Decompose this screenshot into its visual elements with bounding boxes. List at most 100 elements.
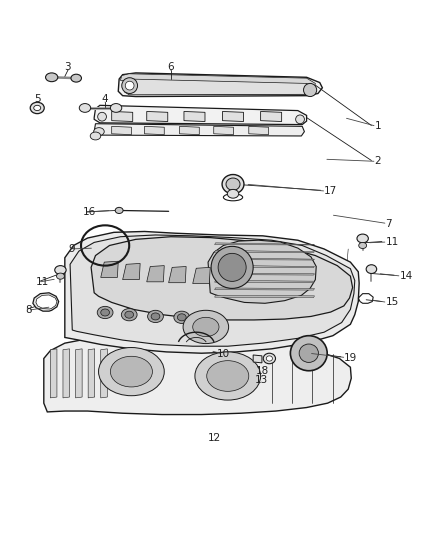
Polygon shape [63,349,70,398]
Ellipse shape [357,234,368,243]
Ellipse shape [148,310,163,322]
Ellipse shape [79,103,91,112]
Polygon shape [215,295,314,297]
Polygon shape [193,268,210,284]
Polygon shape [94,124,304,136]
Polygon shape [120,74,315,87]
Polygon shape [215,288,314,290]
Text: 12: 12 [208,433,221,443]
Polygon shape [70,235,355,346]
Text: 16: 16 [82,207,95,217]
Polygon shape [215,265,314,268]
Polygon shape [215,280,314,282]
Ellipse shape [30,102,44,114]
Ellipse shape [193,317,219,336]
Polygon shape [125,78,314,95]
Polygon shape [249,126,268,135]
Ellipse shape [99,348,164,395]
Polygon shape [65,231,359,353]
Polygon shape [123,263,140,280]
Text: 6: 6 [167,62,174,72]
Ellipse shape [226,178,240,190]
Ellipse shape [222,174,244,194]
Polygon shape [36,295,57,309]
Polygon shape [180,126,199,135]
Ellipse shape [177,314,186,321]
Text: 10: 10 [217,349,230,359]
Ellipse shape [304,84,317,96]
Text: 15: 15 [385,297,399,308]
Ellipse shape [296,115,304,124]
Text: 11: 11 [36,277,49,287]
Polygon shape [145,126,164,135]
Ellipse shape [94,128,104,135]
Polygon shape [147,111,168,122]
Polygon shape [91,237,353,320]
Polygon shape [44,336,351,415]
Polygon shape [112,126,131,135]
Ellipse shape [263,353,276,364]
Polygon shape [253,355,262,363]
Text: 4: 4 [102,94,109,104]
Ellipse shape [174,311,190,324]
Ellipse shape [227,189,239,198]
Ellipse shape [195,352,261,400]
Ellipse shape [290,336,327,371]
Ellipse shape [46,73,58,82]
Polygon shape [223,111,244,122]
Ellipse shape [151,313,160,320]
Ellipse shape [266,356,272,361]
Ellipse shape [218,253,246,281]
Polygon shape [94,106,307,125]
Ellipse shape [207,361,249,391]
Ellipse shape [101,309,110,316]
Polygon shape [215,258,314,260]
Polygon shape [33,293,59,311]
Ellipse shape [122,78,138,93]
Polygon shape [184,111,205,122]
Ellipse shape [359,243,367,248]
Ellipse shape [366,265,377,273]
Polygon shape [101,349,107,398]
Text: 5: 5 [34,94,41,104]
Polygon shape [208,240,316,303]
Text: 19: 19 [344,353,357,362]
Text: 7: 7 [385,219,392,229]
Polygon shape [50,349,57,398]
Ellipse shape [97,306,113,319]
Polygon shape [169,266,186,282]
Ellipse shape [299,344,318,362]
Ellipse shape [183,310,229,344]
Polygon shape [88,349,95,398]
Polygon shape [261,111,282,122]
Ellipse shape [90,132,101,140]
Polygon shape [215,243,314,245]
Text: 17: 17 [324,186,337,196]
Ellipse shape [211,246,253,288]
Polygon shape [101,261,118,278]
Ellipse shape [57,273,64,279]
Ellipse shape [121,309,137,321]
Text: 14: 14 [399,271,413,281]
Polygon shape [214,126,233,135]
Text: 2: 2 [374,156,381,166]
Polygon shape [215,273,314,275]
Text: 11: 11 [385,237,399,247]
Ellipse shape [110,103,122,112]
Text: 13: 13 [255,375,268,384]
Polygon shape [76,349,82,398]
Polygon shape [118,73,322,96]
Text: 18: 18 [256,366,269,376]
Text: 9: 9 [68,244,74,254]
Ellipse shape [110,356,152,387]
Ellipse shape [125,81,134,90]
Ellipse shape [98,112,106,121]
Polygon shape [215,251,314,253]
Polygon shape [112,111,133,122]
Ellipse shape [115,207,123,214]
Ellipse shape [125,311,134,318]
Ellipse shape [34,106,41,110]
Polygon shape [147,265,164,282]
Ellipse shape [55,265,66,274]
Ellipse shape [71,74,81,82]
